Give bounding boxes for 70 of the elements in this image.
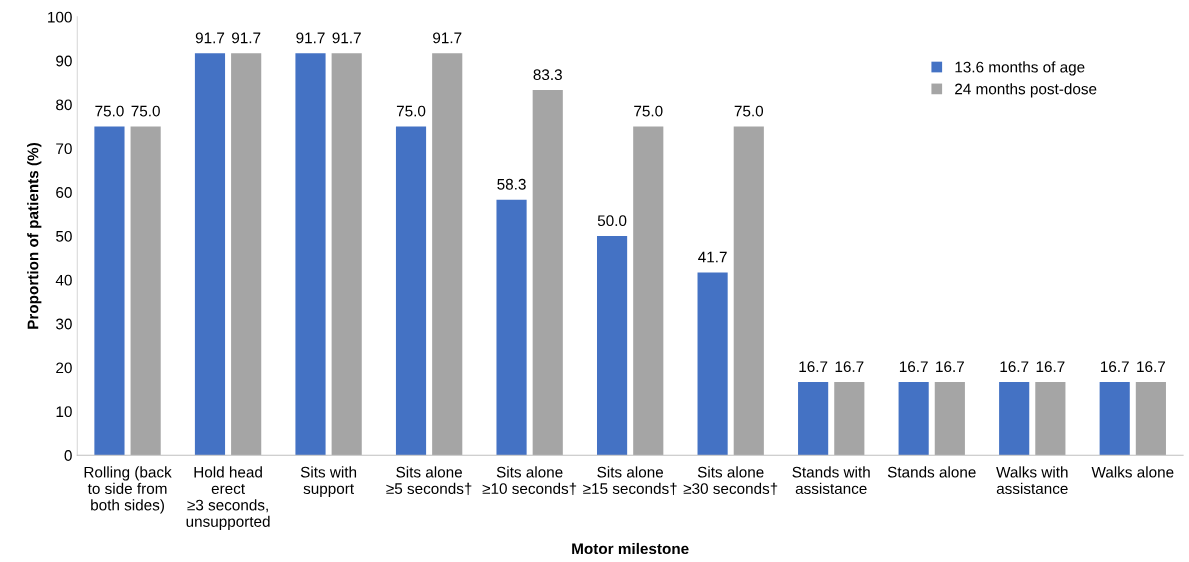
- bar: [597, 236, 628, 456]
- data-label: 75.0: [396, 105, 426, 117]
- data-label: 75.0: [131, 105, 160, 117]
- x-tick-label: Stands alone: [887, 466, 976, 478]
- data-label: 16.7: [1036, 361, 1065, 373]
- bar: [1135, 382, 1166, 456]
- bar: [194, 53, 226, 456]
- bar: [733, 126, 764, 456]
- data-label: 58.3: [497, 178, 526, 190]
- y-tick-label: 30: [56, 318, 72, 330]
- bar: [898, 382, 929, 456]
- x-tick-label: Sits alone ≥10 seconds†: [482, 466, 577, 495]
- bar: [633, 126, 664, 456]
- x-tick-label: Sits with support: [300, 466, 357, 498]
- x-tick-label: Hold head erect ≥3 seconds, unsupported: [186, 466, 270, 530]
- y-tick-label: 40: [55, 274, 72, 286]
- x-tick-label: Walks with assistance: [996, 466, 1068, 495]
- data-label: 91.7: [332, 32, 361, 44]
- bar: [395, 126, 427, 456]
- data-label: 75.0: [634, 105, 663, 117]
- data-label: 83.3: [533, 69, 562, 81]
- data-label: 91.7: [195, 32, 225, 44]
- data-label: 16.7: [899, 361, 928, 373]
- bar: [295, 53, 326, 456]
- bar: [130, 126, 161, 456]
- y-tick-label: 50: [56, 230, 72, 242]
- data-label: 16.7: [1137, 361, 1165, 373]
- data-label: 50.0: [597, 215, 627, 227]
- data-label: 16.7: [835, 361, 864, 373]
- bar: [834, 382, 865, 456]
- y-tick-label: 70: [56, 143, 72, 155]
- bar: [798, 382, 829, 456]
- data-label: 41.7: [698, 251, 727, 263]
- data-label: 16.7: [799, 361, 828, 373]
- data-label: 75.0: [95, 105, 124, 117]
- y-tick-label: 90: [56, 55, 72, 67]
- y-tick-label: 60: [56, 187, 72, 198]
- data-label: 91.7: [296, 32, 325, 44]
- bar: [999, 382, 1030, 456]
- data-label: 16.7: [936, 361, 964, 373]
- x-tick-label: Sits alone ≥30 seconds†: [683, 466, 778, 495]
- y-tick-label: 0: [64, 450, 72, 461]
- x-tick-label: Walks alone: [1091, 466, 1174, 478]
- y-tick-label: 20: [56, 362, 72, 374]
- x-tick-label: Sits alone ≥5 seconds†: [386, 466, 472, 495]
- bar: [432, 53, 463, 456]
- bar: [697, 272, 728, 456]
- data-label: 16.7: [1101, 361, 1129, 373]
- data-label: 75.0: [734, 105, 764, 117]
- y-tick-label: 100: [48, 11, 72, 23]
- legend-label: 13.6 months of age: [955, 61, 1085, 76]
- y-tick-label: 10: [56, 406, 72, 418]
- bar: [94, 126, 125, 456]
- bar: [1099, 382, 1130, 456]
- x-tick-label: Rolling (back to side from both sides): [84, 466, 172, 514]
- data-label: 16.7: [1000, 361, 1029, 373]
- legend-label: 24 months post-dose: [955, 83, 1097, 98]
- data-label: 91.7: [433, 32, 462, 44]
- bar: [231, 53, 262, 456]
- bar: [934, 382, 965, 456]
- bar: [1035, 382, 1066, 456]
- y-axis-title: Proportion of patients (%): [27, 143, 42, 329]
- y-tick-label: 80: [56, 99, 72, 111]
- bar: [532, 90, 563, 456]
- bar: [331, 53, 362, 456]
- x-axis-title: Motor milestone: [572, 542, 689, 555]
- data-label: 91.7: [232, 32, 261, 44]
- x-tick-label: Stands with assistance: [792, 466, 870, 495]
- x-tick-label: Sits alone ≥15 seconds†: [583, 466, 677, 495]
- bar: [496, 199, 527, 456]
